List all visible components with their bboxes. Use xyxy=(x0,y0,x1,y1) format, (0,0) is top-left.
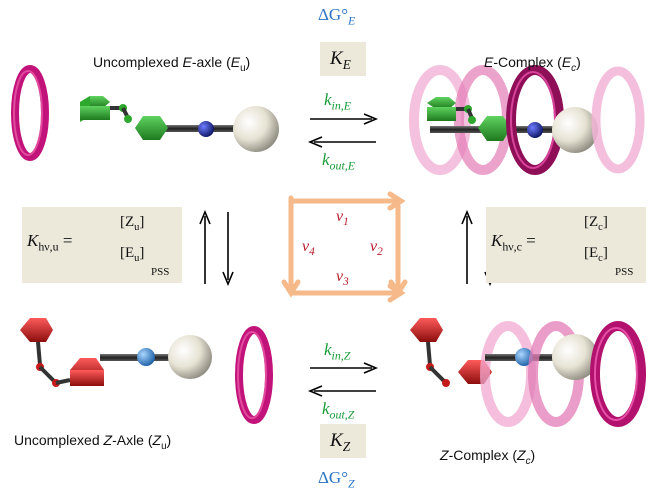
label-e-complex: E-Complex (Ec) xyxy=(484,54,581,74)
z-axle-uncomplexed xyxy=(20,318,212,387)
k-out-e: kout,E xyxy=(322,150,355,173)
label-z-complex: Z-Complex (Zc) xyxy=(440,447,536,467)
left-photo-box xyxy=(22,207,182,283)
right-numerator: [Zc] xyxy=(584,214,608,233)
free-ring-top xyxy=(11,65,49,161)
free-ring-bottom xyxy=(235,326,273,424)
left-numerator: [Zu] xyxy=(120,214,145,233)
k-in-e: kin,E xyxy=(324,90,352,113)
k-hv-u: Khν,u = xyxy=(27,231,73,254)
k-hv-c: Khν,c = xyxy=(491,231,536,254)
ke-box xyxy=(320,42,366,76)
k-in-z: kin,Z xyxy=(324,340,351,363)
e-equilibrium-arrows xyxy=(307,113,379,148)
left-denominator: [Eu] xyxy=(120,245,145,264)
right-photo-box xyxy=(486,207,646,283)
left-photo-arrows xyxy=(199,209,234,287)
label-uncomplexed-z: Uncomplexed Z-Axle (Zu) xyxy=(14,432,172,452)
right-denominator: [Ec] xyxy=(584,245,608,264)
k-z: KZ xyxy=(330,430,351,454)
delta-g-z: ΔG°Z xyxy=(318,468,355,491)
delta-g-e: ΔG°E xyxy=(318,5,356,28)
z-equilibrium-arrows xyxy=(307,362,379,397)
cycle-arrow-top-head xyxy=(387,191,406,211)
e-axle-uncomplexed xyxy=(80,96,279,152)
k-e: KE xyxy=(330,48,351,72)
left-pss: PSS xyxy=(151,266,170,278)
cycle-v1: v1 xyxy=(336,208,349,229)
kz-box xyxy=(320,424,366,458)
right-pss: PSS xyxy=(615,266,634,278)
z-complex xyxy=(410,318,646,427)
cycle-v3: v3 xyxy=(336,268,349,289)
cycle-v4: v4 xyxy=(302,238,315,259)
cycle-arrow-bottom-head xyxy=(387,283,406,303)
cycle-v2: v2 xyxy=(370,238,383,259)
cycle-arrows xyxy=(281,191,408,303)
label-uncomplexed-e: Uncomplexed E-axle (Eu) xyxy=(93,54,251,74)
e-complex xyxy=(409,65,645,175)
k-out-z: kout,Z xyxy=(322,399,355,422)
